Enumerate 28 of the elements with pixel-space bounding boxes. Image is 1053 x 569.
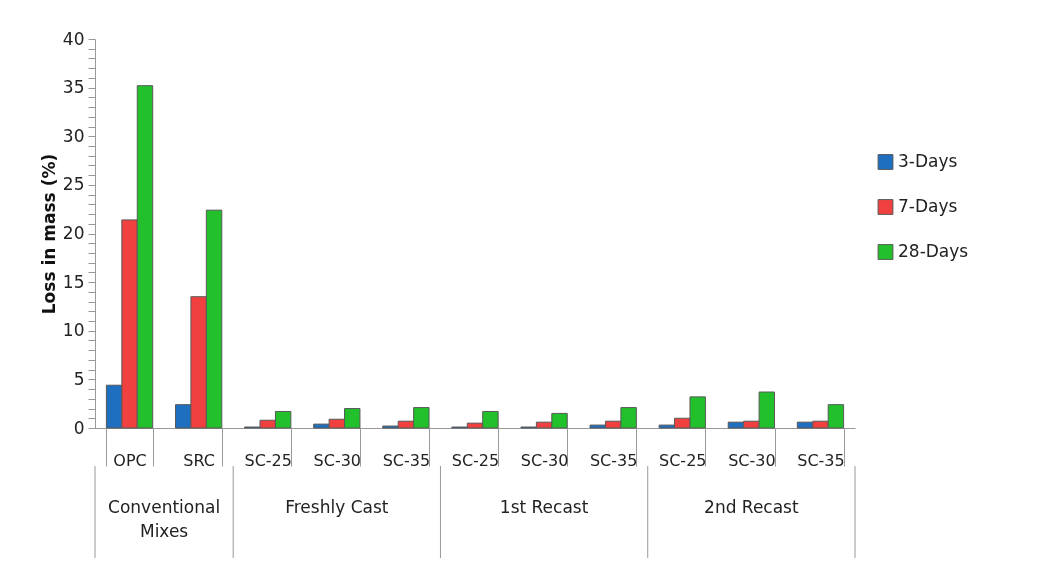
x-tick-label: SC-25 xyxy=(451,450,500,470)
y-tick-label: 15 xyxy=(62,271,85,292)
legend-label: 7-Days xyxy=(898,196,958,216)
y-axis-title: Loss in mass (%) xyxy=(38,153,59,315)
y-tick-label: 35 xyxy=(62,77,85,98)
x-tick-label: OPC xyxy=(113,450,147,470)
y-tick-label: 10 xyxy=(62,320,85,341)
y-tick-label: 30 xyxy=(62,125,85,146)
y-tick-label: 5 xyxy=(73,368,85,389)
text: 1st Recast xyxy=(499,497,589,517)
y-tick-label: 40 xyxy=(62,28,85,49)
x-tick-label: SRC xyxy=(183,450,215,470)
y-tick-label: 25 xyxy=(62,174,85,195)
x-tick-label: SC-35 xyxy=(589,450,638,470)
legend-label: 28-Days xyxy=(898,241,969,261)
text: 2nd Recast xyxy=(704,497,799,517)
text: Freshly Cast xyxy=(285,497,389,517)
y-tick-label: 20 xyxy=(62,223,85,243)
x-tick-label: SC-35 xyxy=(797,450,845,470)
x-tick-label: SC-30 xyxy=(728,450,776,470)
text: Conventional Mixes xyxy=(108,497,221,541)
x-tick-label: SC-35 xyxy=(382,450,431,470)
legend-label: 3-Days xyxy=(898,151,958,171)
y-tick-label: 0 xyxy=(73,417,85,438)
x-tick-label: SC-25 xyxy=(659,450,707,470)
x-tick-label: SC-30 xyxy=(313,450,362,470)
x-tick-label: SC-25 xyxy=(244,450,292,470)
x-tick-label: SC-30 xyxy=(520,450,569,470)
